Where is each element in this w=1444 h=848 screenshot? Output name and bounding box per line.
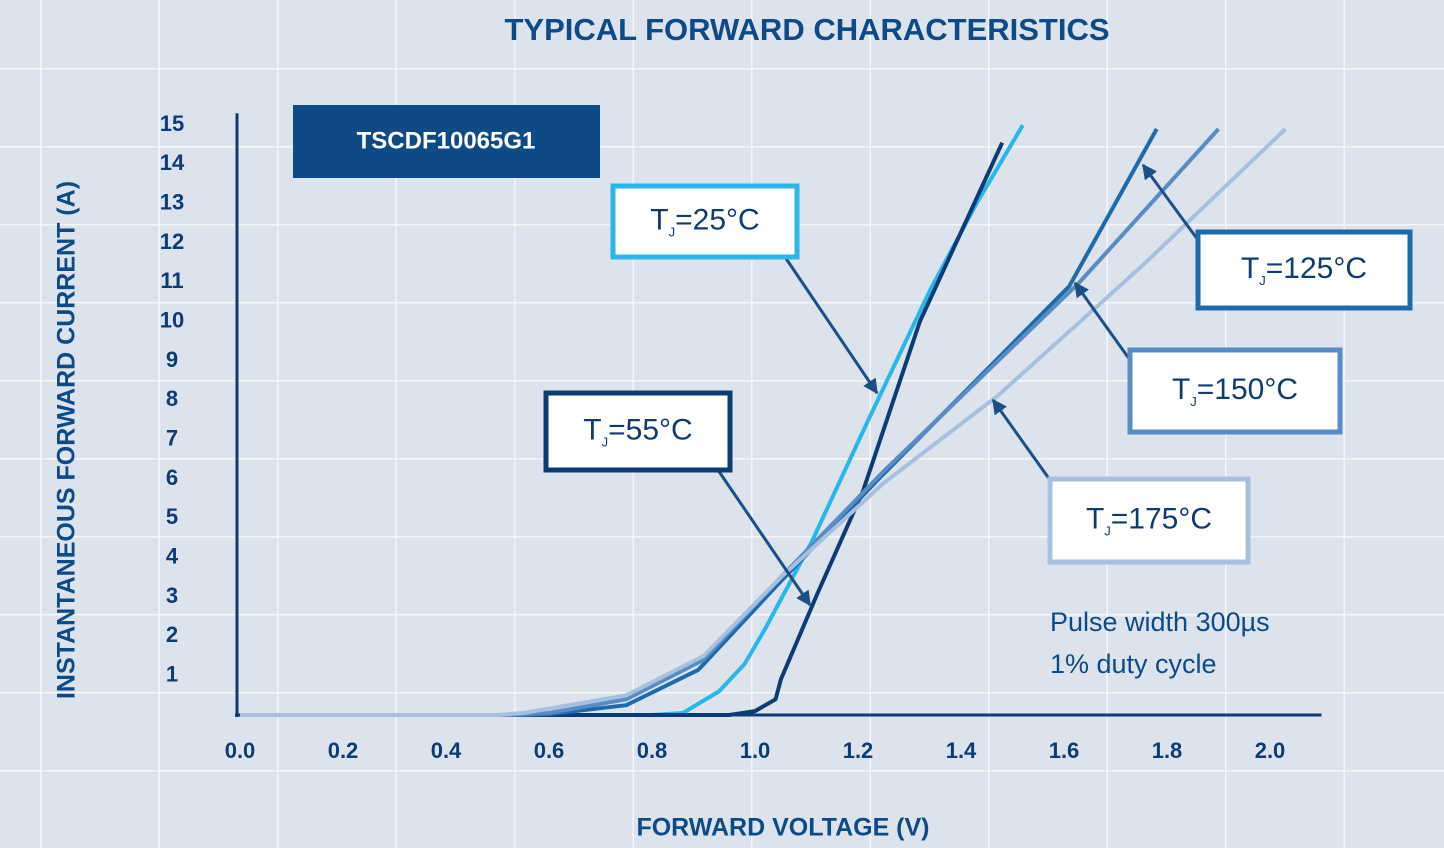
y-tick-label: 9 [166, 347, 178, 372]
y-tick-label: 5 [166, 504, 178, 529]
x-tick-label: 1.8 [1152, 738, 1183, 763]
y-tick-label: 3 [166, 583, 178, 608]
x-tick-label: 1.2 [843, 738, 874, 763]
x-tick-label: 1.4 [946, 738, 977, 763]
y-tick-label: 8 [166, 386, 178, 411]
series-line [240, 127, 1287, 717]
legend-box [543, 390, 733, 473]
legend-label: TJ=55°C [583, 413, 692, 450]
arrow [783, 256, 879, 395]
legend-box [1127, 347, 1343, 435]
y-tick-label: 7 [166, 426, 178, 451]
chart-title: TYPICAL FORWARD CHARACTERISTICS [504, 12, 1109, 47]
x-tick-label: 0.6 [534, 738, 565, 763]
x-axis-label: FORWARD VOLTAGE (V) [636, 814, 929, 842]
y-tick-label: 6 [166, 465, 178, 490]
x-tick-label: 1.0 [740, 738, 771, 763]
y-tick-label: 10 [160, 308, 184, 333]
series-line [240, 141, 1005, 717]
y-tick-label: 2 [166, 622, 178, 647]
legend-box [1047, 476, 1251, 565]
y-tick-label: 1 [166, 661, 178, 686]
x-tick-label: 0.2 [328, 738, 359, 763]
legend-box [1195, 229, 1413, 311]
y-tick-label: 4 [166, 543, 179, 568]
arrow [1141, 163, 1200, 241]
arrow [991, 398, 1052, 481]
arrow [1073, 281, 1132, 361]
y-tick-label: 13 [160, 190, 184, 215]
note: 1% duty cycle [1050, 649, 1217, 679]
legend-box [610, 183, 800, 260]
model-label: TSCDF10065G1 [357, 127, 536, 154]
x-tick-label: 0.4 [431, 738, 462, 763]
x-tick-label: 0.0 [225, 738, 256, 763]
y-tick-label: 14 [160, 150, 185, 175]
arrow [716, 469, 812, 607]
y-axis-label: INSTANTANEOUS FORWARD CURRENT (A) [53, 181, 81, 699]
x-tick-label: 1.6 [1049, 738, 1080, 763]
note: Pulse width 300µs [1050, 607, 1270, 637]
legend-label: TJ=150°C [1172, 373, 1298, 410]
y-tick-label: 12 [160, 229, 184, 254]
x-tick-label: 2.0 [1255, 738, 1286, 763]
x-tick-label: 0.8 [637, 738, 668, 763]
legend-label: TJ=125°C [1241, 252, 1367, 289]
model-box [293, 105, 600, 178]
legend-label: TJ=175°C [1086, 502, 1212, 539]
y-tick-label: 15 [160, 111, 184, 136]
legend-label: TJ=25°C [650, 203, 759, 240]
y-tick-label: 11 [160, 268, 183, 293]
